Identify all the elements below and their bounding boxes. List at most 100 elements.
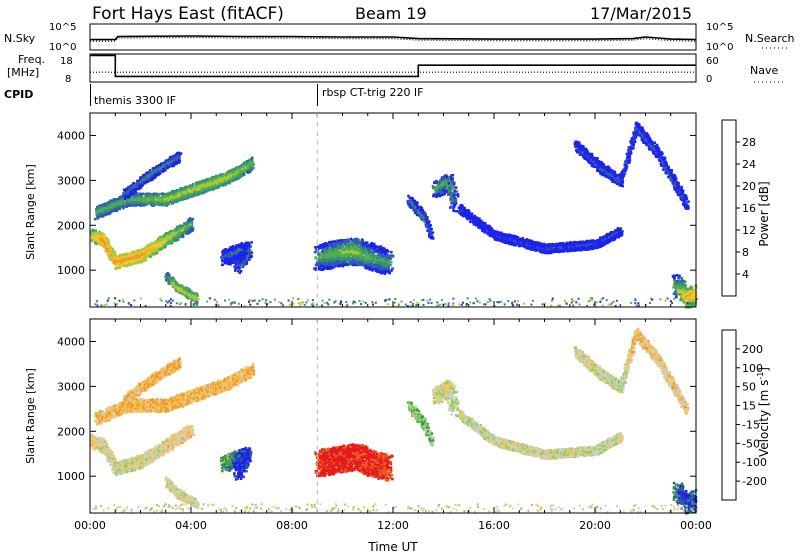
series-line-n-search — [90, 36, 697, 42]
scatter-cell — [238, 263, 242, 266]
scatter-cell — [191, 190, 195, 194]
scatter-cell — [102, 236, 105, 239]
scatter-cell — [165, 274, 168, 278]
scatter-cell — [223, 260, 227, 263]
scatter-cell — [178, 156, 181, 159]
scatter-cell — [184, 227, 187, 230]
scatter-cell — [143, 252, 147, 255]
scatter-cell — [218, 173, 222, 177]
scatter-cell — [178, 231, 182, 235]
scatter-cell — [334, 258, 338, 261]
scatter-cell — [165, 232, 168, 235]
scatter-cell — [223, 182, 227, 185]
scatter-cell — [167, 275, 171, 279]
scatter-cell — [176, 151, 180, 155]
scatter-cell — [170, 277, 173, 281]
scatter-cell — [152, 252, 155, 255]
scatter-cell — [210, 180, 213, 184]
scatter-cell — [134, 188, 138, 191]
scatter-cell — [102, 233, 106, 236]
scatter-cell — [119, 204, 122, 207]
scatter-cell — [348, 242, 351, 245]
scatter-cell — [219, 183, 222, 186]
scatter-cell — [238, 261, 241, 265]
frequency-label: Freq. — [18, 53, 45, 66]
scatter-cell — [139, 258, 143, 261]
scatter-cell — [98, 240, 102, 244]
scatter-cell — [118, 266, 122, 269]
scatter-cell — [132, 202, 135, 205]
scatter-cell — [180, 290, 183, 293]
scatter-cell — [368, 254, 371, 257]
scatter-cell — [136, 192, 139, 195]
scatter-cell — [106, 203, 110, 207]
scatter-cell — [225, 181, 228, 185]
scatter-cell — [235, 246, 238, 249]
scatter-cell — [188, 292, 191, 296]
scatter-cell — [223, 175, 227, 179]
scatter-cell — [339, 245, 343, 248]
scatter-cell — [145, 200, 149, 204]
scatter-cell — [139, 254, 143, 258]
scatter-cell — [338, 264, 341, 267]
scatter-cell — [157, 241, 161, 244]
scatter-cell — [132, 182, 135, 185]
scatter-cell — [365, 261, 368, 264]
scatter-cell — [169, 200, 172, 204]
scatter-cell — [194, 299, 198, 302]
scatter-cell — [145, 171, 148, 175]
scatter-cell — [151, 247, 154, 250]
scatter-cell — [164, 245, 167, 248]
scatter-cell — [362, 250, 366, 253]
scatter-cell — [235, 176, 239, 179]
scatter-cell — [239, 254, 243, 257]
scatter-cell — [332, 257, 336, 260]
scatter-cell — [229, 260, 232, 264]
scatter-cell — [184, 190, 188, 194]
scatter-cell — [197, 181, 200, 184]
scatter-cell — [200, 186, 204, 189]
scatter-cell — [168, 161, 172, 164]
scatter-cell — [182, 193, 185, 197]
cpid-program-1: themis 3300 IF — [94, 94, 176, 107]
scatter-cell — [139, 193, 142, 196]
scatter-cell — [172, 280, 175, 283]
scatter-cell — [334, 264, 337, 268]
scatter-cell — [354, 251, 357, 254]
scatter-cell — [108, 207, 111, 210]
scatter-cell — [233, 175, 237, 178]
scatter-cell — [238, 243, 242, 246]
scatter-cell — [187, 218, 191, 221]
scatter-cell — [139, 183, 142, 186]
scatter-cell — [155, 248, 159, 251]
scatter-cell — [129, 262, 133, 265]
scatter-cell — [150, 252, 154, 256]
scatter-cell — [130, 254, 133, 258]
scatter-cell — [333, 255, 337, 259]
scatter-cell — [228, 169, 231, 173]
scatter-cell — [196, 186, 199, 189]
scatter-cell — [137, 256, 140, 259]
scatter-cell — [227, 254, 230, 257]
scatter-cell — [150, 196, 154, 199]
date-label: 17/Mar/2015 — [590, 4, 692, 23]
scatter-cell — [91, 233, 94, 236]
scatter-cell — [168, 163, 172, 166]
scatter-cell — [375, 256, 379, 260]
scatter-cell — [137, 203, 140, 206]
scatter-cell — [155, 246, 159, 249]
scatter-cell — [211, 177, 215, 180]
scatter-cell — [140, 201, 143, 204]
scatter-cell — [322, 243, 326, 246]
scatter-cell — [104, 249, 107, 253]
scatter-cell — [318, 252, 321, 255]
scatter-cell — [324, 251, 327, 254]
scatter-cell — [163, 233, 166, 236]
scatter-cell — [136, 179, 139, 183]
scatter-cell — [160, 200, 163, 203]
noise-panel-frame — [89, 23, 697, 51]
scatter-cell — [336, 245, 340, 248]
frequency-tick-bottom: 8 — [65, 74, 71, 85]
scatter-cell — [347, 256, 351, 259]
scatter-cell — [165, 159, 169, 162]
